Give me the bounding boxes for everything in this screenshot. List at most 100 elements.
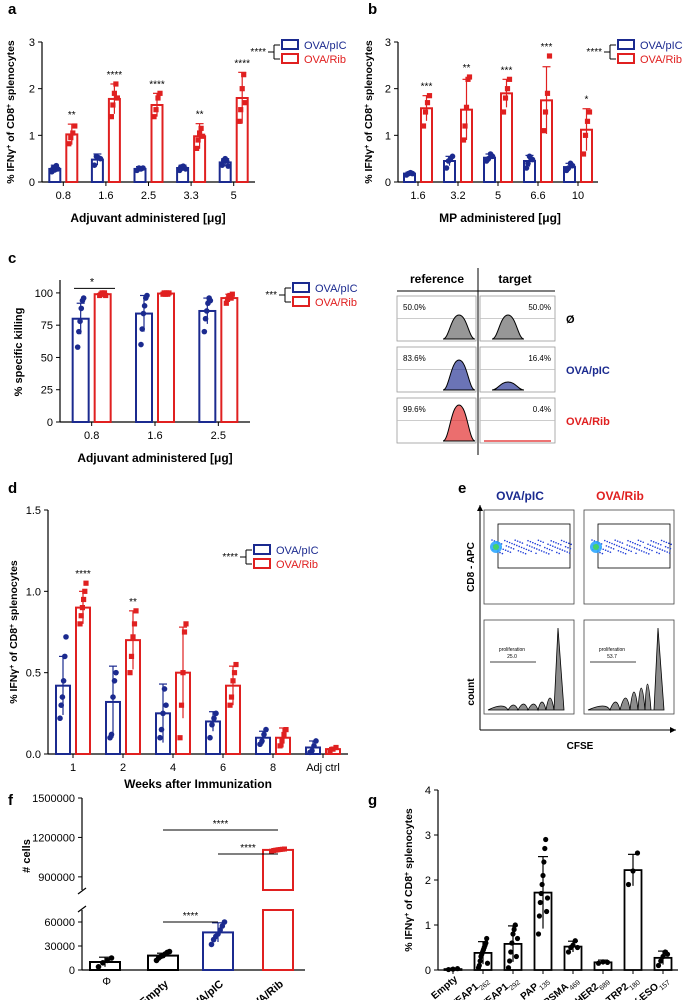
dot xyxy=(566,551,568,553)
dot xyxy=(561,549,564,551)
dot xyxy=(547,543,549,545)
reference-peak xyxy=(442,314,476,340)
dot xyxy=(666,551,668,553)
data-point xyxy=(569,162,576,169)
dot xyxy=(620,550,622,553)
dot xyxy=(635,552,637,555)
data-point xyxy=(484,935,490,942)
dot xyxy=(535,552,537,555)
data-point xyxy=(74,344,81,350)
dot xyxy=(654,546,656,548)
dot xyxy=(602,548,604,551)
dot xyxy=(513,543,516,546)
panel-letter-b: b xyxy=(368,1,377,18)
significance-label: ** xyxy=(68,110,76,121)
dot xyxy=(608,541,611,544)
dot xyxy=(616,544,618,547)
legend-swatch-rib xyxy=(617,53,635,64)
x-tick-label: 4 xyxy=(170,762,176,774)
data-point xyxy=(233,661,239,668)
dot xyxy=(518,545,520,548)
chart-panel-a: 0 1 2 3 0.8 ** 1.6 **** 2.5 **** 3.3 ** 5 **** xyxy=(29,37,255,202)
data-point xyxy=(201,328,208,335)
data-point xyxy=(580,151,587,157)
dot xyxy=(509,551,512,553)
dot xyxy=(548,553,550,555)
data-point xyxy=(163,702,169,708)
dot xyxy=(520,550,522,553)
arrow-head xyxy=(477,505,483,511)
data-point xyxy=(449,153,456,160)
reference-percent: 50.0% xyxy=(403,303,426,312)
data-point xyxy=(283,727,289,733)
data-point xyxy=(529,156,536,163)
dot xyxy=(506,540,509,543)
y-label-part: % IFNγ xyxy=(5,149,17,184)
data-point xyxy=(574,944,581,951)
target-label: target xyxy=(498,272,531,286)
dot xyxy=(634,542,636,545)
dot xyxy=(613,543,616,546)
dot xyxy=(516,544,518,547)
significance-label: *** xyxy=(541,42,553,53)
data-point xyxy=(502,95,509,101)
data-point xyxy=(634,850,641,856)
data-point xyxy=(484,960,491,966)
chart-panel-d: 0.0 0.5 1.0 1.5 1 **** 2 ** 4 6 8 Adj ctrl xyxy=(26,505,348,774)
bar-rib xyxy=(93,293,112,424)
y-tick-label: 0 xyxy=(29,177,35,189)
panel-letter-g: g xyxy=(368,792,377,809)
dot xyxy=(664,550,666,552)
data-point xyxy=(664,951,671,957)
data-point xyxy=(565,949,572,955)
y-tick-label: 1500000 xyxy=(32,793,75,805)
gate-value: 53.7 xyxy=(607,654,617,660)
dot xyxy=(511,542,513,545)
chart-panel-c: 0 25 50 75 100 0.8 1.6 2.5 xyxy=(35,280,250,442)
dot xyxy=(650,540,652,542)
data-point xyxy=(144,292,150,299)
data-point xyxy=(586,109,593,115)
data-point xyxy=(426,93,433,99)
dot xyxy=(544,546,546,549)
dot xyxy=(504,539,506,542)
dot xyxy=(555,542,557,544)
data-point xyxy=(151,114,157,120)
data-point xyxy=(311,743,317,749)
data-point xyxy=(59,694,66,700)
dot xyxy=(616,540,619,542)
dot xyxy=(534,542,536,545)
data-point xyxy=(477,958,483,964)
dot xyxy=(530,550,532,553)
legend: **** OVA/pIC OVA/Rib xyxy=(586,39,683,66)
dot xyxy=(652,541,655,543)
dot xyxy=(659,548,661,550)
data-point xyxy=(445,966,452,973)
dot xyxy=(621,542,624,544)
x-tick-sub: 157 xyxy=(658,979,672,992)
dot xyxy=(545,552,548,554)
data-point xyxy=(139,326,145,332)
dot xyxy=(668,542,670,545)
y-axis-label-top: CD8 - APC xyxy=(466,542,477,592)
y-tick-label: 1.0 xyxy=(26,586,41,598)
data-point xyxy=(513,953,519,960)
data-point xyxy=(537,899,543,906)
x-tick-label: MP OVA/Rib xyxy=(230,978,286,1000)
axis-break xyxy=(77,887,87,895)
row-label: OVA/pIC xyxy=(566,365,610,377)
dot xyxy=(645,552,648,554)
dot xyxy=(660,543,662,546)
y-axis-label: % IFNγ+ of CD8+ splenocytes xyxy=(363,40,375,184)
data-point xyxy=(261,731,267,738)
y-tick-label: 1.5 xyxy=(26,505,41,517)
data-point xyxy=(309,747,315,754)
dot xyxy=(527,539,529,542)
dot xyxy=(554,546,556,548)
data-point xyxy=(141,303,148,309)
data-point xyxy=(424,100,431,106)
dot xyxy=(636,548,638,550)
data-point xyxy=(127,670,133,676)
data-point xyxy=(420,123,427,129)
dot xyxy=(543,551,545,553)
